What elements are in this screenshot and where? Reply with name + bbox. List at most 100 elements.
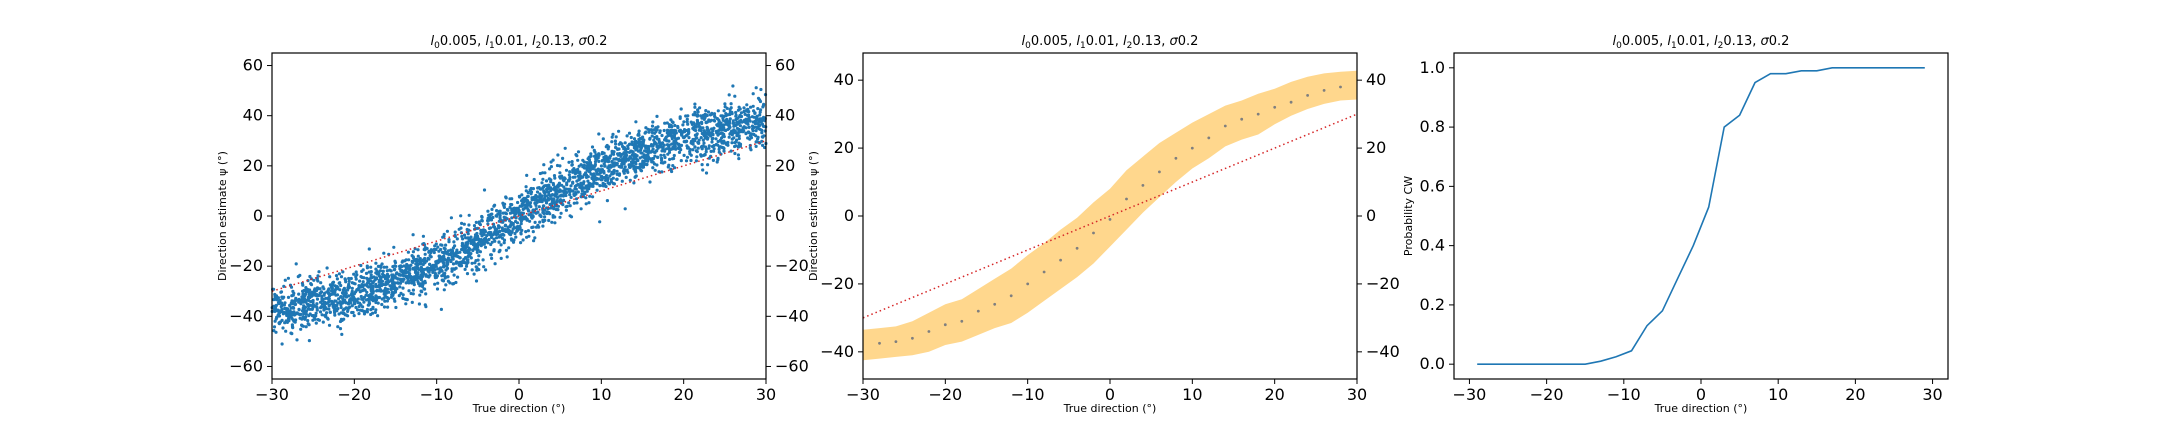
scatter-point xyxy=(480,214,484,219)
scatter-point xyxy=(489,218,494,222)
scatter-point xyxy=(614,142,618,146)
scatter-point xyxy=(722,141,726,145)
scatter-point xyxy=(676,126,680,130)
scatter-point xyxy=(419,262,423,266)
scatter-point xyxy=(386,280,390,284)
scatter-point xyxy=(751,129,755,133)
scatter-point xyxy=(544,179,549,183)
scatter-point xyxy=(570,189,574,193)
scatter-point xyxy=(615,169,619,173)
mean-point xyxy=(878,341,881,345)
scatter-point xyxy=(357,312,361,316)
scatter-point xyxy=(365,281,369,285)
scatter-point xyxy=(456,275,460,279)
scatter-point xyxy=(413,277,417,281)
right-y-tick-label: 40 xyxy=(775,106,795,125)
scatter-point xyxy=(755,114,759,118)
scatter-point xyxy=(738,124,743,128)
scatter-point xyxy=(685,117,689,121)
scatter-point xyxy=(304,325,308,329)
scatter-point xyxy=(446,249,450,253)
scatter-point xyxy=(701,168,705,172)
scatter-point xyxy=(713,115,717,119)
scatter-point xyxy=(439,266,443,270)
scatter-point xyxy=(495,209,499,213)
scatter-point xyxy=(631,158,635,163)
mean-point xyxy=(1174,156,1178,160)
scatter-point xyxy=(687,131,691,135)
scatter-point xyxy=(518,217,522,221)
scatter-point xyxy=(358,279,362,283)
scatter-point xyxy=(280,308,284,312)
scatter-point xyxy=(611,152,615,156)
scatter-point xyxy=(486,222,490,226)
scatter-point xyxy=(349,293,354,297)
scatter-point xyxy=(730,141,734,145)
scatter-point xyxy=(551,158,555,162)
scatter-point xyxy=(495,236,499,240)
scatter-point xyxy=(510,216,514,220)
scatter-point xyxy=(685,128,689,133)
scatter-point xyxy=(499,256,503,260)
scatter-point xyxy=(711,136,715,140)
scatter-point xyxy=(730,110,734,114)
scatter-point xyxy=(719,128,723,132)
scatter-point xyxy=(398,281,403,285)
scatter-point xyxy=(376,314,380,318)
scatter-point xyxy=(410,281,414,285)
scatter-point xyxy=(735,134,739,138)
scatter-point xyxy=(519,241,523,245)
scatter-point xyxy=(728,112,732,117)
scatter-point xyxy=(306,319,310,323)
mean-point xyxy=(1289,100,1293,104)
scatter-point xyxy=(427,275,431,279)
scatter-point xyxy=(592,179,596,183)
scatter-point xyxy=(385,269,389,273)
scatter-point xyxy=(374,261,378,265)
scatter-point xyxy=(543,215,547,219)
scatter-point xyxy=(349,276,353,281)
scatter-point xyxy=(707,130,711,134)
scatter-point xyxy=(745,113,750,117)
scatter-point xyxy=(632,137,637,141)
scatter-point xyxy=(493,262,497,266)
scatter-point xyxy=(543,171,547,175)
scatter-point xyxy=(532,177,536,182)
scatter-point xyxy=(648,180,652,184)
scatter-point xyxy=(567,178,571,183)
scatter-point xyxy=(290,323,294,327)
scatter-point xyxy=(364,293,368,297)
scatter-point xyxy=(756,135,760,139)
scatter-point xyxy=(621,144,625,149)
scatter-point xyxy=(402,277,406,281)
scatter-point xyxy=(365,310,369,314)
scatter-point xyxy=(535,190,540,194)
scatter-point xyxy=(317,270,321,274)
scatter-point xyxy=(563,146,567,150)
scatter-point xyxy=(691,141,695,145)
scatter-point xyxy=(445,266,450,270)
scatter-point xyxy=(659,161,664,165)
scatter-point xyxy=(533,236,537,240)
scatter-point xyxy=(553,221,557,225)
scatter-point xyxy=(702,129,706,133)
scatter-point xyxy=(529,205,533,209)
scatter-point xyxy=(406,250,410,254)
scatter-point xyxy=(341,270,345,274)
scatter-point xyxy=(350,310,354,315)
scatter-point xyxy=(321,320,325,324)
scatter-point xyxy=(735,126,740,130)
scatter-point xyxy=(494,214,498,218)
scatter-point xyxy=(682,128,687,132)
scatter-point xyxy=(699,129,703,133)
scatter-point xyxy=(337,272,341,276)
scatter-point xyxy=(407,289,411,293)
right-y-tick-label: 20 xyxy=(1366,138,1386,157)
scatter-point xyxy=(564,193,568,198)
scatter-point xyxy=(671,164,675,168)
scatter-point xyxy=(436,261,440,265)
scatter-point xyxy=(498,248,502,252)
scatter-point xyxy=(669,123,673,128)
scatter-point xyxy=(442,257,446,261)
scatter-point xyxy=(553,176,557,180)
